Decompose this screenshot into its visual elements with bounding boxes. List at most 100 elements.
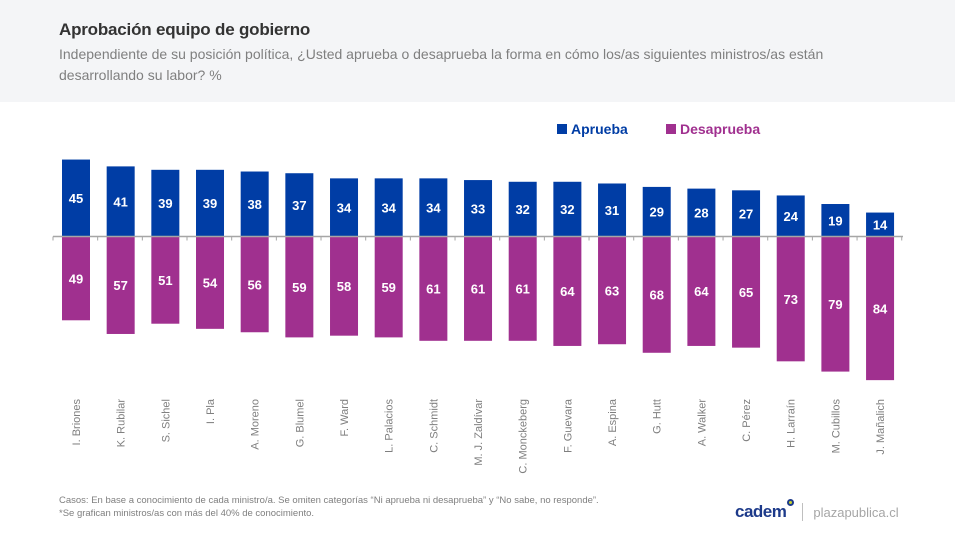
category-label: I. Briones bbox=[71, 399, 83, 446]
footnote-knowledge: *Se grafican ministros/as con más del 40… bbox=[59, 508, 315, 519]
bar-desaprueba bbox=[553, 236, 582, 346]
legend-swatch-aprueba bbox=[557, 124, 567, 134]
data-label-aprueba: 28 bbox=[694, 206, 708, 221]
bar-aprueba bbox=[732, 190, 761, 237]
legend-swatch-desaprueba bbox=[666, 124, 676, 134]
data-label-aprueba: 32 bbox=[515, 202, 529, 217]
bar-aprueba bbox=[196, 169, 225, 237]
site-name: plazapublica.cl bbox=[813, 504, 899, 520]
data-label-desaprueba: 68 bbox=[649, 288, 663, 303]
brand-footer: cadem plazapublica.cl bbox=[735, 499, 899, 522]
category-label: I. Pla bbox=[205, 398, 217, 424]
category-label: S. Sichel bbox=[160, 399, 172, 442]
data-label-desaprueba: 65 bbox=[739, 285, 753, 300]
data-label-aprueba: 34 bbox=[337, 200, 352, 215]
data-label-desaprueba: 51 bbox=[158, 273, 172, 288]
bar-aprueba bbox=[821, 204, 850, 237]
data-label-desaprueba: 56 bbox=[247, 277, 261, 292]
data-label-desaprueba: 58 bbox=[337, 279, 351, 294]
legend-label-desaprueba: Desaprueba bbox=[680, 121, 761, 137]
brand-divider bbox=[802, 503, 804, 521]
category-label: A. Espina bbox=[607, 398, 619, 446]
category-label: G. Blumel bbox=[294, 399, 306, 447]
data-label-aprueba: 38 bbox=[247, 197, 261, 212]
bar-desaprueba bbox=[374, 236, 403, 338]
bar-aprueba bbox=[687, 188, 716, 237]
category-label: F. Guevara bbox=[562, 398, 574, 453]
category-label: M. J. Zaldívar bbox=[473, 399, 485, 466]
footnote: Casos: En base a conocimiento de cada mi… bbox=[59, 494, 599, 520]
page-title: Aprobación equipo de gobierno bbox=[59, 20, 311, 39]
header-band: Aprobación equipo de gobierno Independie… bbox=[0, 0, 955, 102]
bar-aprueba bbox=[598, 183, 627, 237]
bar-aprueba bbox=[866, 212, 895, 237]
bar-desaprueba bbox=[821, 236, 850, 372]
bar-desaprueba bbox=[598, 236, 627, 345]
data-label-desaprueba: 64 bbox=[694, 284, 709, 299]
legend-item-desaprueba: Desaprueba bbox=[666, 121, 760, 137]
bar-desaprueba bbox=[151, 236, 180, 324]
data-label-aprueba: 33 bbox=[471, 201, 485, 216]
category-label: J. Mañalich bbox=[875, 399, 887, 455]
data-label-aprueba: 31 bbox=[605, 203, 619, 218]
bar-desaprueba bbox=[106, 236, 135, 334]
bar-desaprueba bbox=[866, 236, 895, 381]
data-label-aprueba: 24 bbox=[783, 209, 798, 224]
bar-desaprueba bbox=[196, 236, 225, 329]
category-label: C. Monckeberg bbox=[518, 399, 530, 474]
category-label: K. Rubilar bbox=[116, 399, 128, 448]
bar-desaprueba bbox=[285, 236, 314, 338]
data-label-desaprueba: 61 bbox=[426, 282, 440, 297]
bar-aprueba bbox=[62, 159, 90, 237]
data-label-aprueba: 29 bbox=[649, 205, 663, 220]
bar-aprueba bbox=[330, 178, 359, 237]
data-label-desaprueba: 73 bbox=[783, 292, 797, 307]
cadem-logo: cadem bbox=[735, 499, 795, 522]
data-label-desaprueba: 84 bbox=[873, 301, 888, 316]
data-label-desaprueba: 79 bbox=[828, 297, 842, 312]
data-label-aprueba: 19 bbox=[828, 213, 842, 228]
data-label-aprueba: 37 bbox=[292, 198, 306, 213]
data-label-desaprueba: 61 bbox=[471, 282, 485, 297]
data-label-aprueba: 14 bbox=[873, 218, 888, 233]
data-label-aprueba: 32 bbox=[560, 202, 574, 217]
bar-aprueba bbox=[151, 169, 180, 237]
legend-label-aprueba: Aprueba bbox=[571, 121, 628, 137]
data-label-desaprueba: 63 bbox=[605, 283, 619, 298]
bar-aprueba bbox=[508, 181, 537, 237]
data-label-desaprueba: 59 bbox=[292, 280, 306, 295]
bar-desaprueba bbox=[776, 236, 805, 362]
bar-desaprueba bbox=[687, 236, 716, 346]
bar-aprueba bbox=[642, 186, 671, 237]
category-label: G. Hutt bbox=[652, 399, 664, 434]
bar-aprueba bbox=[374, 178, 403, 237]
bar-aprueba bbox=[419, 178, 448, 237]
data-label-desaprueba: 49 bbox=[69, 271, 83, 286]
data-label-aprueba: 39 bbox=[158, 196, 172, 211]
category-label: L. Palacios bbox=[384, 399, 396, 453]
data-label-aprueba: 41 bbox=[113, 194, 127, 209]
bar-aprueba bbox=[240, 171, 269, 237]
diverging-bar-chart: 45 49 I. Briones 41 57 K. Rubilar 39 51 S. Siche… bbox=[52, 159, 903, 474]
bar-desaprueba bbox=[508, 236, 537, 341]
bar-desaprueba bbox=[732, 236, 761, 348]
data-label-desaprueba: 54 bbox=[203, 276, 218, 291]
bar-aprueba bbox=[776, 195, 805, 237]
category-label: C. Schmidt bbox=[428, 399, 440, 453]
legend-item-aprueba: Aprueba bbox=[557, 121, 628, 137]
bar-desaprueba bbox=[330, 236, 359, 336]
bar-aprueba bbox=[106, 166, 135, 237]
category-label: H. Larraín bbox=[786, 399, 798, 448]
cadem-logo-dot-icon bbox=[787, 499, 795, 506]
footnote-cases: Casos: En base a conocimiento de cada mi… bbox=[59, 495, 599, 506]
data-label-aprueba: 39 bbox=[203, 196, 217, 211]
data-label-aprueba: 34 bbox=[426, 200, 441, 215]
category-label: C. Pérez bbox=[741, 399, 753, 442]
category-label: A. Moreno bbox=[250, 399, 262, 450]
cadem-logo-text: cadem bbox=[735, 502, 787, 521]
bar-desaprueba bbox=[419, 236, 448, 341]
data-label-desaprueba: 64 bbox=[560, 284, 575, 299]
data-label-desaprueba: 59 bbox=[381, 280, 395, 295]
bar-desaprueba bbox=[642, 236, 671, 353]
data-label-aprueba: 45 bbox=[69, 191, 83, 206]
